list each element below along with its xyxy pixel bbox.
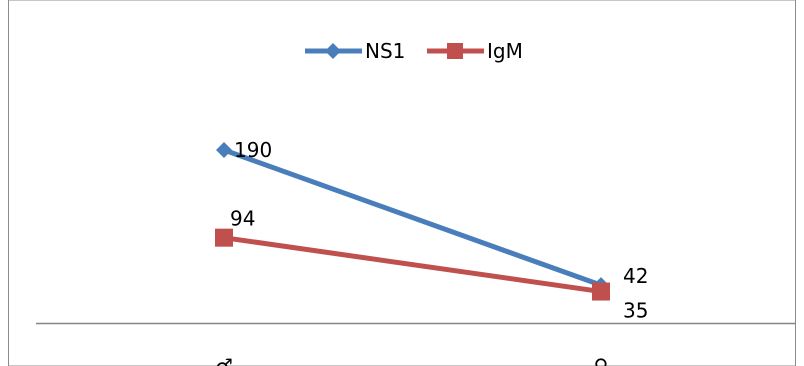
legend-marker-ns1 bbox=[325, 43, 341, 59]
data-label-igm: 94 bbox=[230, 207, 255, 231]
series-line-ns1 bbox=[223, 147, 602, 288]
series-line-igm bbox=[223, 235, 602, 295]
data-label-ns1: 42 bbox=[623, 264, 648, 288]
data-label-ns1: 190 bbox=[234, 138, 272, 162]
data-point-ns1 bbox=[216, 142, 232, 158]
chart-border bbox=[8, 0, 796, 366]
legend-item-ns1: NS1 bbox=[305, 39, 405, 63]
legend: NS1 IgM bbox=[305, 39, 523, 63]
x-tick-label-female: ♀ bbox=[594, 354, 609, 366]
series-layer: 190 42 94 35 bbox=[215, 138, 648, 323]
legend-label-igm: IgM bbox=[487, 39, 523, 63]
data-label-igm: 35 bbox=[623, 299, 648, 323]
data-point-igm bbox=[215, 228, 233, 247]
legend-label-ns1: NS1 bbox=[365, 39, 405, 63]
x-tick-label-male: ♂ bbox=[215, 354, 233, 366]
data-point-igm bbox=[592, 282, 610, 301]
legend-marker-igm bbox=[447, 43, 463, 59]
legend-item-igm: IgM bbox=[427, 39, 523, 63]
